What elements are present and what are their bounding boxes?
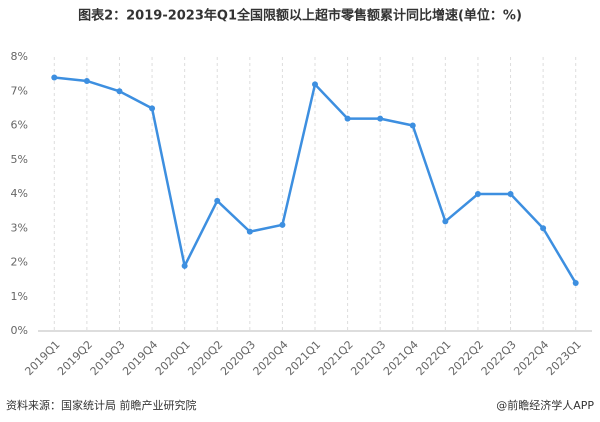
source: 资料来源：国家统计局 前瞻产业研究院 [6, 398, 197, 412]
y-tick-label: 2% [11, 256, 28, 269]
credit: @前瞻经济学人APP [496, 398, 594, 412]
point [181, 262, 188, 269]
y-tick-label: 6% [11, 119, 28, 132]
point [214, 197, 221, 204]
y-tick-label: 4% [11, 187, 28, 200]
point [572, 280, 579, 287]
point [409, 122, 416, 129]
point [51, 74, 58, 81]
x-tick-label: 2019Q3 [88, 338, 128, 378]
x-tick-label: 2021Q2 [316, 338, 356, 378]
point [442, 218, 449, 225]
point [312, 81, 318, 88]
x-tick-label: 2019Q2 [55, 338, 95, 378]
y-tick-label: 3% [11, 221, 28, 234]
line [54, 76, 577, 284]
x-tick-label: 2022Q4 [511, 338, 551, 378]
point [507, 191, 514, 197]
x-tick-label: 2022Q2 [446, 338, 486, 378]
point [344, 115, 351, 122]
point [540, 225, 547, 232]
x-tick-label: 2020Q1 [153, 338, 193, 378]
x-tick-label: 2021Q1 [283, 338, 323, 378]
x-tick-label: 2020Q3 [218, 338, 258, 378]
y-tick-label: 0% [11, 324, 28, 337]
point [377, 115, 384, 122]
point [474, 191, 481, 197]
y-tick-label: 8% [11, 50, 28, 63]
x-tick-label: 2020Q4 [251, 338, 291, 378]
x-tick-label: 2022Q3 [479, 338, 519, 378]
x-tick-label: 2022Q1 [414, 338, 454, 378]
y-tick-label: 7% [11, 84, 28, 97]
chart-title: 图表2：2019-2023年Q1全国限额以上超市零售额累计同比增速(单位：%) [78, 8, 522, 24]
x-tick-label: 2020Q2 [185, 338, 225, 378]
x-tick-label: 2023Q1 [544, 338, 584, 378]
point [116, 88, 123, 95]
point [83, 77, 90, 84]
x-tick-label: 2019Q4 [120, 338, 160, 378]
point [279, 221, 286, 228]
x-tick-label: 2021Q4 [381, 338, 421, 378]
x-tick-label: 2021Q3 [348, 338, 388, 378]
x-tick-label: 2019Q1 [22, 338, 62, 378]
y-tick-label: 1% [11, 290, 28, 303]
point [149, 105, 156, 112]
y-tick-label: 5% [11, 153, 28, 166]
point [246, 228, 253, 235]
